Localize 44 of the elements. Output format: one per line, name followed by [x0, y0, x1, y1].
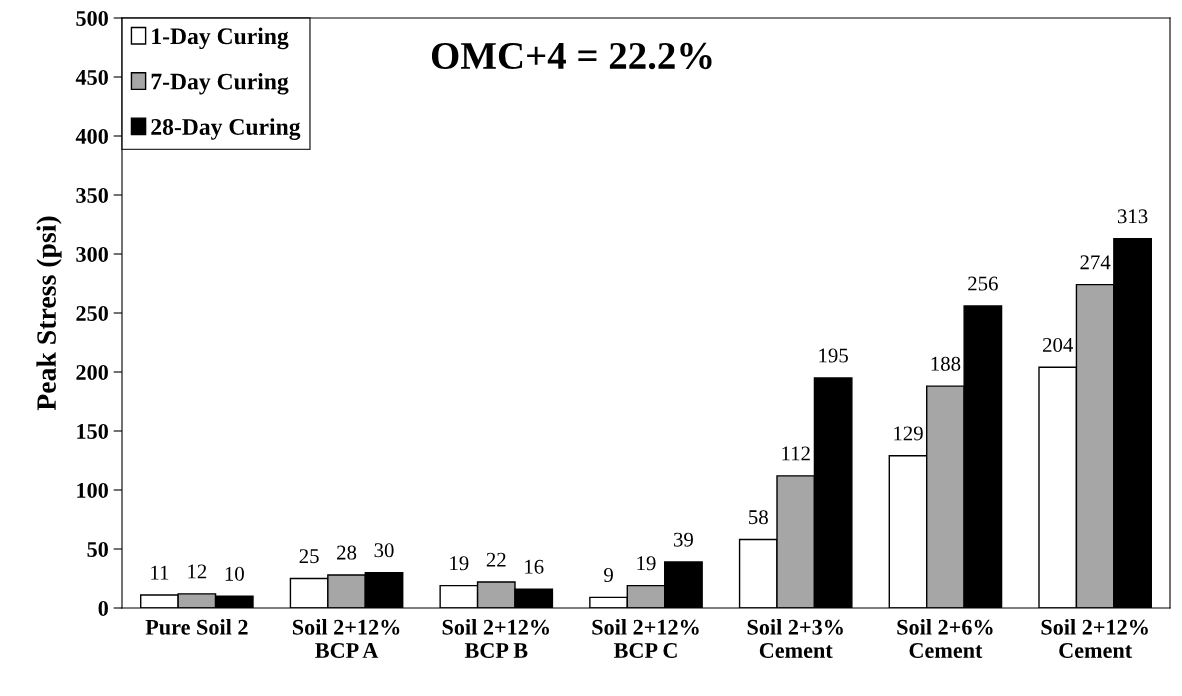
x-tick-label: Pure Soil 2	[145, 619, 248, 635]
data-label: 274	[1080, 255, 1111, 270]
data-label: 9	[604, 568, 613, 583]
y-tick-label: 300	[76, 246, 108, 262]
data-label: 39	[674, 532, 693, 547]
data-label: 129	[894, 426, 923, 441]
legend-label: 7-Day Curing	[151, 72, 289, 95]
y-tick-label: 100	[77, 482, 108, 498]
data-label: 28	[337, 545, 357, 560]
x-tick-label: Soil 2+12% BCP A	[292, 619, 400, 658]
data-label: 10	[225, 566, 244, 581]
data-label: 188	[931, 356, 961, 371]
data-label: 19	[637, 556, 656, 571]
data-label: 195	[819, 348, 848, 363]
data-label: 30	[374, 543, 394, 558]
data-label: 58	[749, 510, 768, 525]
data-label: 19	[450, 556, 469, 571]
legend-label: 1-Day Curing	[152, 27, 289, 50]
data-label: 16	[525, 559, 544, 574]
data-label: 313	[1117, 209, 1148, 224]
data-label: 25	[299, 549, 319, 564]
y-tick-label: 350	[76, 187, 108, 203]
x-tick-label: Soil 2+12% Cement	[1041, 619, 1148, 658]
x-tick-label: Soil 2+12% BCP B	[442, 619, 549, 658]
annotation: OMC+4 = 22.2%	[431, 42, 712, 70]
data-label: 22	[486, 552, 506, 567]
data-label: 204	[1043, 337, 1074, 352]
x-tick-label: Soil 2+12% BCP C	[592, 619, 699, 658]
legend-label: 28-Day Curing	[151, 118, 301, 140]
y-tick-label: 0	[98, 600, 108, 616]
y-tick-label: 50	[87, 541, 108, 557]
y-tick-label: 150	[77, 423, 108, 439]
y-tick-label: 450	[75, 69, 108, 85]
data-label: 11	[151, 565, 169, 580]
data-label: 112	[782, 446, 810, 461]
data-label: 256	[968, 276, 998, 291]
y-axis-title: Peak Stress (psi)	[36, 216, 62, 411]
x-tick-label: Soil 2+3% Cement	[747, 619, 843, 658]
x-tick-label: Soil 2+6% Cement	[897, 619, 993, 658]
y-tick-label: 200	[76, 364, 108, 380]
y-tick-label: 500	[76, 10, 108, 26]
y-tick-label: 250	[76, 305, 108, 321]
y-tick-label: 400	[75, 128, 108, 144]
data-label: 12	[188, 564, 207, 579]
